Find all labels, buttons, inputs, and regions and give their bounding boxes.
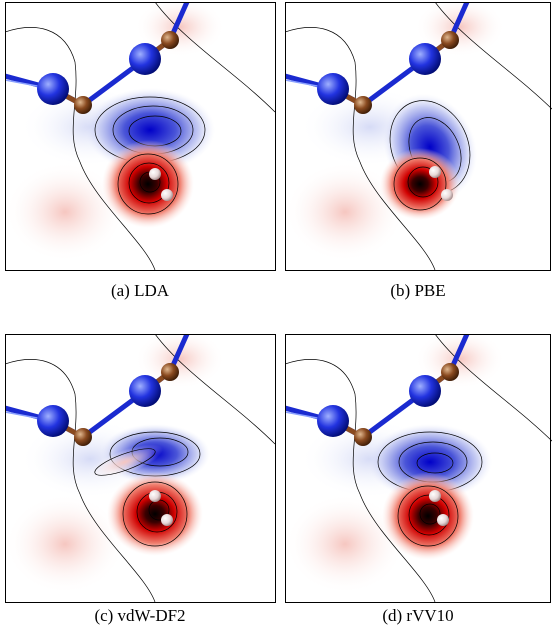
panel-d [285, 329, 552, 603]
caption: (b) PBE [390, 281, 445, 300]
caption: (d) rVV10 [382, 606, 453, 625]
figure: (a) LDA (b) PBE [0, 0, 552, 629]
panel-c [5, 329, 276, 603]
panel-b [285, 0, 552, 271]
caption: (a) LDA [111, 281, 170, 300]
caption: (c) vdW-DF2 [94, 606, 185, 625]
page: (a) LDA (b) PBE [0, 0, 552, 629]
panel-a [5, 0, 276, 271]
